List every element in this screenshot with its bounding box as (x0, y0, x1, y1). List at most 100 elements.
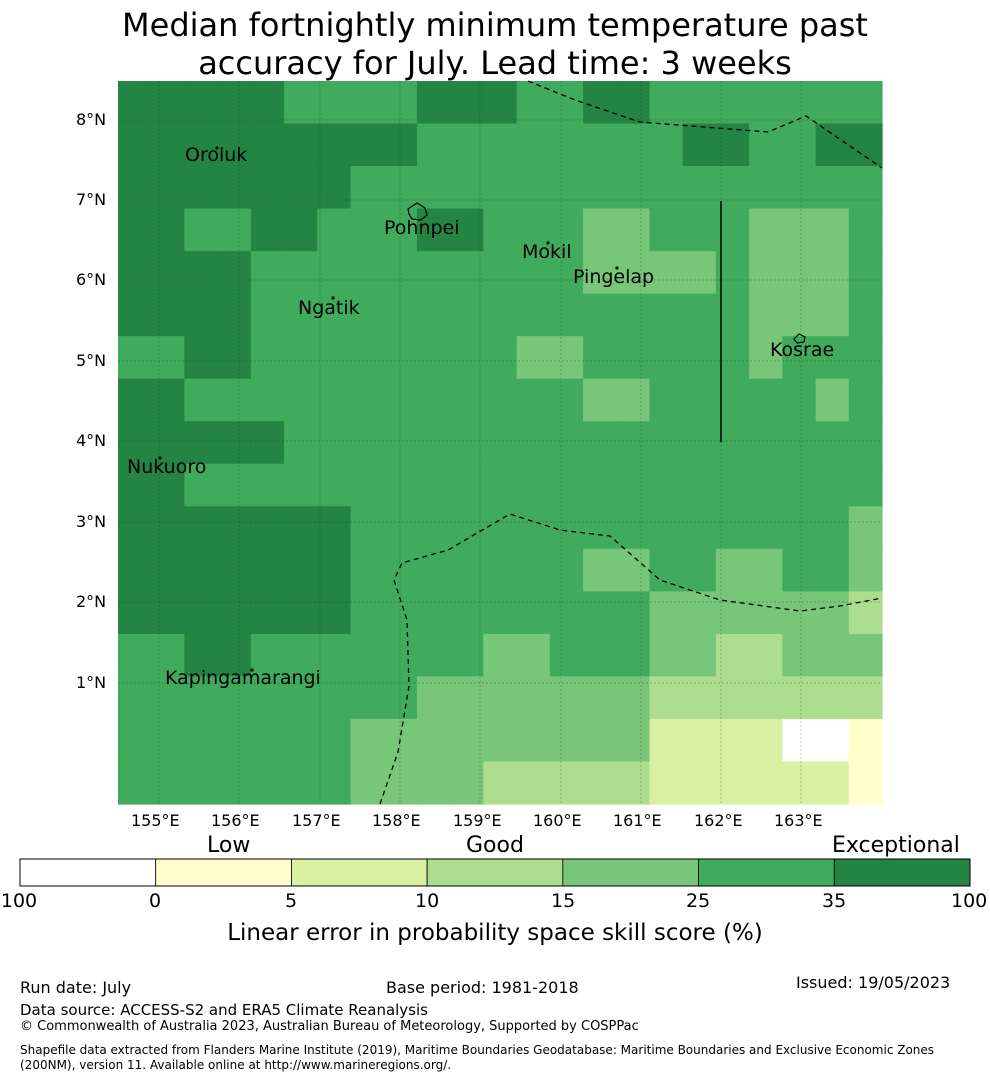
colorbar-tick-label: 35 (822, 890, 847, 912)
grid-cell (782, 633, 817, 678)
grid-cell (250, 548, 285, 592)
grid-cell (284, 463, 318, 507)
grid-cell (317, 378, 352, 422)
ngatik-atoll (331, 296, 335, 300)
grid-cell (848, 506, 883, 550)
lon-label: 158°E (372, 811, 421, 830)
grid-cell (583, 676, 617, 720)
grid-cell (649, 378, 684, 422)
grid-cell (483, 421, 518, 465)
grid-cell (483, 506, 518, 550)
grid-cell (184, 463, 219, 507)
lon-label: 157°E (292, 811, 341, 830)
grid-cell (848, 421, 883, 465)
grid-cell (649, 123, 684, 167)
grid-cell (616, 166, 651, 210)
grid-cell (682, 761, 717, 805)
grid-cell (715, 123, 750, 167)
grid-cell (749, 463, 783, 507)
grid-cell (184, 166, 219, 210)
grid-cell (848, 166, 883, 210)
grid-cell (549, 123, 584, 167)
grid-cell (450, 81, 484, 125)
grid-cell (682, 251, 717, 295)
grid-cell (549, 633, 584, 678)
grid-cell (317, 81, 352, 125)
grid-cell (749, 591, 783, 635)
lat-label: 6°N (76, 270, 107, 289)
grid-cell (516, 251, 551, 295)
grid-cell (749, 336, 783, 380)
grid-cell (848, 761, 883, 805)
legend-category-good: Good (466, 833, 524, 858)
grid-cell (184, 378, 219, 422)
grid-cell (649, 761, 684, 805)
grid-cell (416, 81, 451, 125)
grid-cell (217, 591, 252, 635)
grid-cell (815, 591, 850, 635)
grid-cell (682, 208, 717, 252)
grid-cell (284, 208, 318, 252)
grid-cell (583, 378, 617, 422)
grid-cell (682, 718, 717, 763)
lon-label: 159°E (453, 811, 502, 830)
title-line-1: Median fortnightly minimum temperature p… (122, 6, 868, 44)
grid-cell (815, 506, 850, 550)
grid-cell (416, 208, 451, 252)
grid-cell (184, 761, 219, 805)
grid-cell (782, 336, 817, 380)
grid-cell (151, 506, 186, 550)
grid-cell (250, 293, 285, 337)
grid-cell (217, 633, 252, 678)
grid-cell (416, 166, 451, 210)
grid-cell (649, 421, 684, 465)
grid-cell (516, 676, 551, 720)
grid-cell (549, 208, 584, 252)
grid-cell (583, 633, 617, 678)
grid-cell (217, 676, 252, 720)
grid-cell (450, 293, 484, 337)
grid-cell (749, 123, 783, 167)
grid-cell (616, 506, 651, 550)
grid-cell (616, 421, 651, 465)
lat-label: 4°N (76, 431, 107, 450)
colorbar-swatch (291, 858, 428, 887)
grid-cell (815, 718, 850, 763)
lat-label: 2°N (76, 592, 107, 611)
legend-colorbar (19, 858, 971, 887)
grid-cell (815, 378, 850, 422)
grid-cell (383, 718, 418, 763)
grid-cell (250, 166, 285, 210)
lon-label: 155°E (131, 811, 180, 830)
grid-cell (450, 421, 484, 465)
grid-cell (616, 378, 651, 422)
grid-cell (151, 676, 186, 720)
grid-cell (217, 506, 252, 550)
grid-cell (350, 208, 385, 252)
grid-cell (549, 166, 584, 210)
grid-cell (118, 81, 152, 125)
grid-cell (616, 548, 651, 592)
colorbar-tick-label: 0 (149, 890, 162, 912)
mokil-atoll (546, 241, 550, 245)
issued-date: Issued: 19/05/2023 (796, 973, 951, 992)
colorbar-swatch (698, 858, 835, 887)
grid-cell (782, 676, 817, 720)
grid-cell (350, 718, 385, 763)
grid-cell (383, 166, 418, 210)
grid-cell (416, 548, 451, 592)
grid-cell (284, 761, 318, 805)
grid-cell (549, 293, 584, 337)
colorbar-tick-label: 100 (951, 890, 988, 912)
grid-cell (118, 166, 152, 210)
grid-cell (848, 81, 883, 125)
grid-cell (848, 676, 883, 720)
grid-cell (250, 336, 285, 380)
grid-cell (217, 251, 252, 295)
grid-cell (383, 378, 418, 422)
grid-cell (450, 633, 484, 678)
grid-cell (317, 591, 352, 635)
colorbar-swatch (562, 858, 699, 887)
grid-cell (151, 463, 186, 507)
grid-cell (350, 591, 385, 635)
